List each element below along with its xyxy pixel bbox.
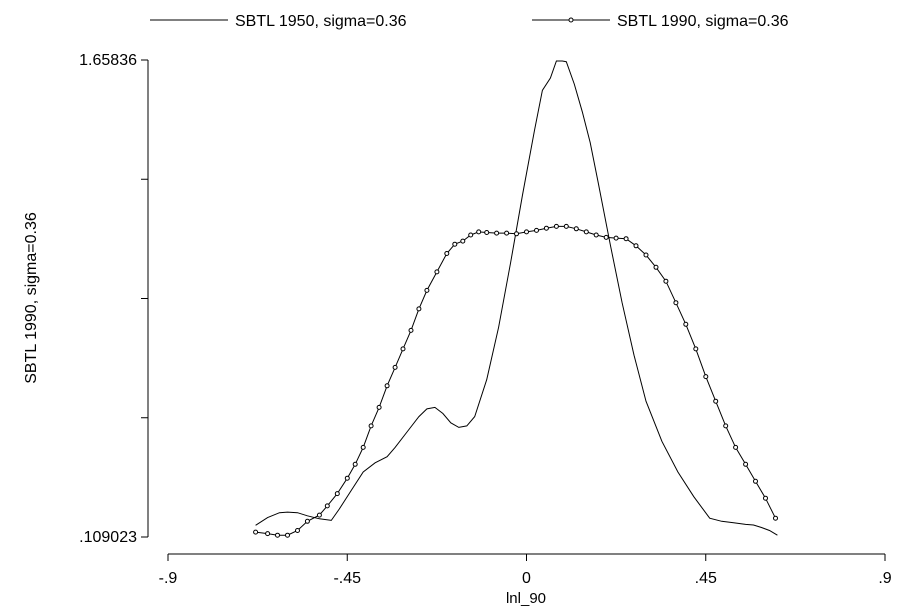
series-1990-point [563, 223, 569, 229]
series-1990-point [653, 264, 659, 270]
series-1990-point [484, 230, 490, 235]
series-1990-point [743, 461, 749, 467]
y-tick-label: 1.65836 [79, 52, 137, 69]
x-tick-label: .45 [695, 570, 717, 587]
series-1990-point [753, 478, 758, 484]
series-1990-point [703, 374, 709, 380]
series-1990-point [334, 491, 340, 497]
series-1990-point [763, 495, 768, 501]
series-1990-point [573, 226, 579, 232]
series-1990-point [392, 364, 398, 370]
series-1990-point [434, 269, 440, 275]
series-1990-point [683, 321, 689, 327]
series-1990-point [416, 306, 422, 312]
x-axis-title: lnl_90 [506, 590, 546, 607]
series-1990-point [494, 230, 500, 236]
series-1990-point [534, 227, 539, 233]
series-1990-point [384, 383, 390, 389]
series-1990-point [613, 235, 619, 241]
series-1990-point [316, 512, 322, 518]
y-axis-ticks: .109023 1.65836 [79, 52, 148, 546]
series-1990-point [468, 232, 474, 238]
series-1990-point [553, 223, 559, 229]
series-1990-point [713, 398, 719, 404]
y-axis-title: SBTL 1990, sigma=0.36 [23, 212, 40, 384]
series-1950 [255, 60, 778, 536]
series-1990-point [285, 532, 290, 538]
series-1990-point [400, 346, 406, 352]
series-1990-point [360, 444, 366, 450]
series-1990-point [424, 287, 430, 293]
series-1990 [253, 223, 778, 538]
series-1990-point [476, 229, 482, 235]
series-1990-point [253, 529, 259, 535]
series-1990-point [444, 251, 450, 256]
x-tick-label: 0 [522, 570, 531, 587]
series-1990-point [452, 241, 458, 247]
legend: SBTL 1950, sigma=0.36 SBTL 1990, sigma=0… [150, 13, 789, 30]
legend-marker-series-1990 [568, 17, 574, 23]
x-tick-label: .9 [878, 570, 891, 587]
series-1990-point [543, 225, 549, 231]
series-1990-point [733, 444, 739, 450]
legend-label-series-1950: SBTL 1950, sigma=0.36 [235, 13, 407, 30]
series-1990-point [460, 238, 466, 244]
series-1990-point [304, 518, 310, 524]
series-1990-point [673, 300, 679, 306]
series-1990-point [773, 515, 778, 521]
x-tick-label: -.45 [333, 570, 361, 587]
series-1990-point [368, 423, 374, 429]
y-tick-label: .109023 [79, 529, 137, 546]
series-1990-point [514, 231, 519, 237]
series-1990-point [623, 236, 629, 242]
legend-label-series-1990: SBTL 1990, sigma=0.36 [617, 13, 789, 30]
series-1990-point [524, 229, 529, 235]
series-1990-point [633, 243, 639, 249]
series-1990-point [408, 327, 414, 333]
series-1990-point [344, 475, 350, 481]
series-1990-point [275, 532, 280, 538]
series-1990-point [593, 232, 599, 238]
series-1990-point [643, 252, 649, 258]
series-1990-point [376, 404, 382, 410]
series-1990-point [265, 531, 271, 537]
x-axis-ticks: -.9 -.45 0 .45 .9 [159, 554, 892, 587]
series-layer [253, 60, 778, 538]
series-1990-point [723, 423, 729, 429]
series-1990-point [504, 230, 510, 236]
series-1990-line [255, 225, 776, 536]
series-1990-point [583, 229, 589, 235]
series-1950-line [255, 60, 778, 536]
x-tick-label: -.9 [159, 570, 178, 587]
series-1990-point [295, 528, 300, 533]
series-1990-point [603, 234, 609, 240]
series-1990-point [693, 346, 699, 352]
series-1990-point [324, 503, 330, 509]
series-1990-point [663, 278, 669, 284]
series-1990-point [352, 461, 358, 467]
